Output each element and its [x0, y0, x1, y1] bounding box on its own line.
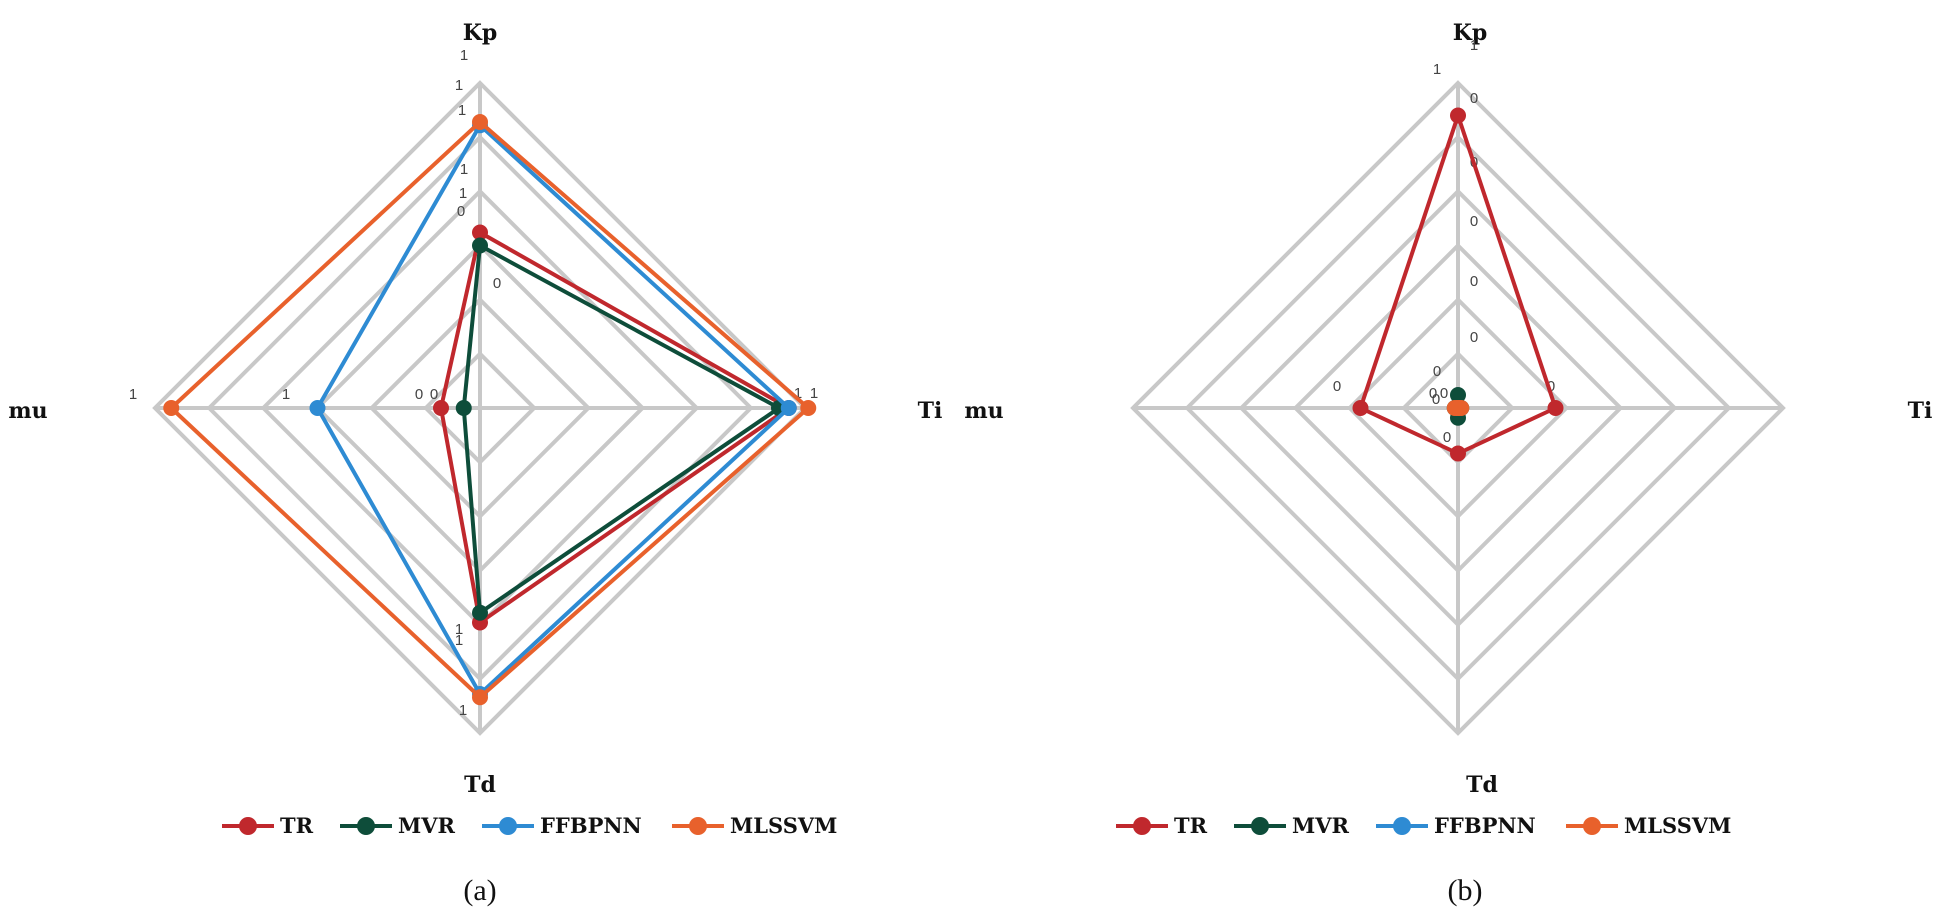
axis-label-ti: Ti — [1908, 398, 1933, 424]
data-label: 0 — [1333, 378, 1341, 395]
data-label: 0 — [1440, 385, 1448, 402]
data-label: 0 — [1547, 378, 1555, 395]
data-point-mlssvm — [800, 400, 817, 416]
data-point-tr — [1450, 445, 1466, 462]
data-label: 1 — [459, 185, 467, 202]
data-label: 0 — [1429, 385, 1437, 402]
axis-label-td: Td — [1466, 772, 1498, 798]
data-label: 0 — [1443, 429, 1451, 446]
data-label: 0 — [415, 386, 423, 403]
legend-item-ffbpnn: FFBPNN — [482, 813, 642, 838]
data-label: 1 — [455, 621, 463, 638]
data-point-mlssvm — [163, 400, 180, 416]
data-point-mvr — [455, 400, 472, 416]
data-point-mlssvm — [472, 114, 488, 130]
data-label: 0 — [1470, 273, 1478, 290]
data-label: 0 — [1433, 363, 1441, 380]
legend-label: MLSSVM — [1624, 813, 1731, 838]
data-point-mvr — [1450, 387, 1466, 403]
legend-label: MVR — [398, 813, 456, 838]
data-label: 1 — [455, 77, 463, 94]
legend-swatch-marker — [1133, 817, 1151, 835]
legend-label: TR — [280, 813, 314, 838]
axis-label-kp: Kp — [463, 20, 498, 46]
legend-item-mlssvm: MLSSVM — [1566, 813, 1731, 838]
data-label: 1 — [282, 386, 290, 403]
legend-label: FFBPNN — [1434, 813, 1536, 838]
legend-item-mlssvm: MLSSVM — [672, 813, 837, 838]
legend-label: MVR — [1292, 813, 1350, 838]
axis-label-kp: Kp — [1453, 20, 1488, 46]
legend-item-tr: TR — [1116, 813, 1208, 838]
data-label: 1 — [458, 102, 466, 119]
legend-swatch-marker — [1251, 817, 1269, 835]
legend-item-mvr: MVR — [1234, 813, 1350, 838]
data-point-tr — [1547, 400, 1564, 416]
legend-swatch-marker — [499, 817, 517, 835]
data-point-ffbpnn — [780, 400, 797, 416]
legend-label: FFBPNN — [540, 813, 642, 838]
data-point-mvr — [472, 604, 488, 621]
data-label: 0 — [1470, 213, 1478, 230]
data-label: 0 — [1470, 329, 1478, 346]
data-point-ffbpnn — [309, 400, 326, 416]
legend-label: MLSSVM — [730, 813, 837, 838]
panel-caption: (a) — [463, 874, 496, 907]
legend-item-ffbpnn: FFBPNN — [1376, 813, 1536, 838]
data-label: 1 — [794, 385, 802, 402]
legend-swatch-marker — [1583, 817, 1601, 835]
data-point-tr — [1450, 107, 1466, 124]
axis-label-ti: Ti — [918, 398, 943, 424]
data-label: 0 — [457, 203, 465, 220]
data-label: 1 — [459, 702, 467, 719]
data-point-mvr — [472, 237, 488, 254]
panel-caption: (b) — [1448, 874, 1483, 907]
legend-item-tr: TR — [222, 813, 314, 838]
data-label: 0 — [493, 275, 501, 292]
axis-label-mu: mu — [8, 398, 47, 424]
data-label: 1 — [810, 385, 818, 402]
data-label: 1 — [1470, 37, 1478, 54]
axis-label-td: Td — [464, 772, 496, 798]
legend-label: TR — [1174, 813, 1208, 838]
data-label: 0 — [1470, 90, 1478, 107]
data-point-tr — [472, 224, 488, 241]
legend-item-mvr: MVR — [340, 813, 456, 838]
data-label: 1 — [1433, 61, 1441, 78]
legend-swatch-marker — [1393, 817, 1411, 835]
axis-label-mu: mu — [964, 398, 1003, 424]
data-point-tr — [433, 400, 449, 416]
data-point-tr — [1352, 400, 1369, 416]
legend-swatch-marker — [689, 817, 707, 835]
data-point-mlssvm — [1446, 400, 1463, 416]
data-label: 1 — [460, 47, 468, 64]
data-label: 0 — [1432, 391, 1440, 408]
data-label: 1 — [460, 161, 468, 178]
legend-swatch-marker — [357, 817, 375, 835]
data-label: 1 — [455, 632, 463, 649]
data-label: 1 — [129, 386, 137, 403]
data-point-mlssvm — [472, 689, 488, 706]
data-label: 0 — [430, 386, 438, 403]
legend-swatch-marker — [239, 817, 257, 835]
